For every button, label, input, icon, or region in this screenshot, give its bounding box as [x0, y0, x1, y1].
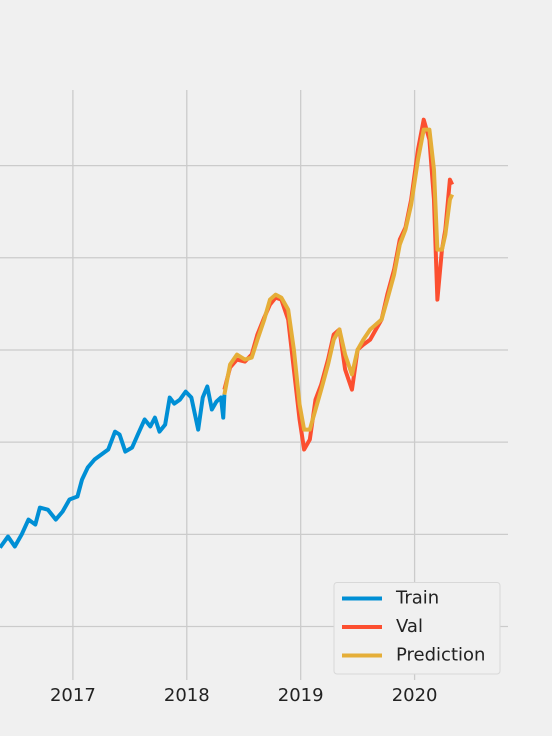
legend-label: Train	[395, 588, 439, 609]
legend-label: Prediction	[396, 645, 485, 666]
legend-box	[333, 582, 501, 675]
x-tick-label: 2017	[50, 685, 96, 706]
x-tick-label: 2019	[278, 685, 324, 706]
legend-label: Val	[396, 616, 423, 637]
x-tick-label: 2018	[164, 685, 210, 706]
series-line	[222, 127, 455, 432]
series-line	[0, 384, 227, 549]
x-tick-label: 2020	[392, 685, 438, 706]
